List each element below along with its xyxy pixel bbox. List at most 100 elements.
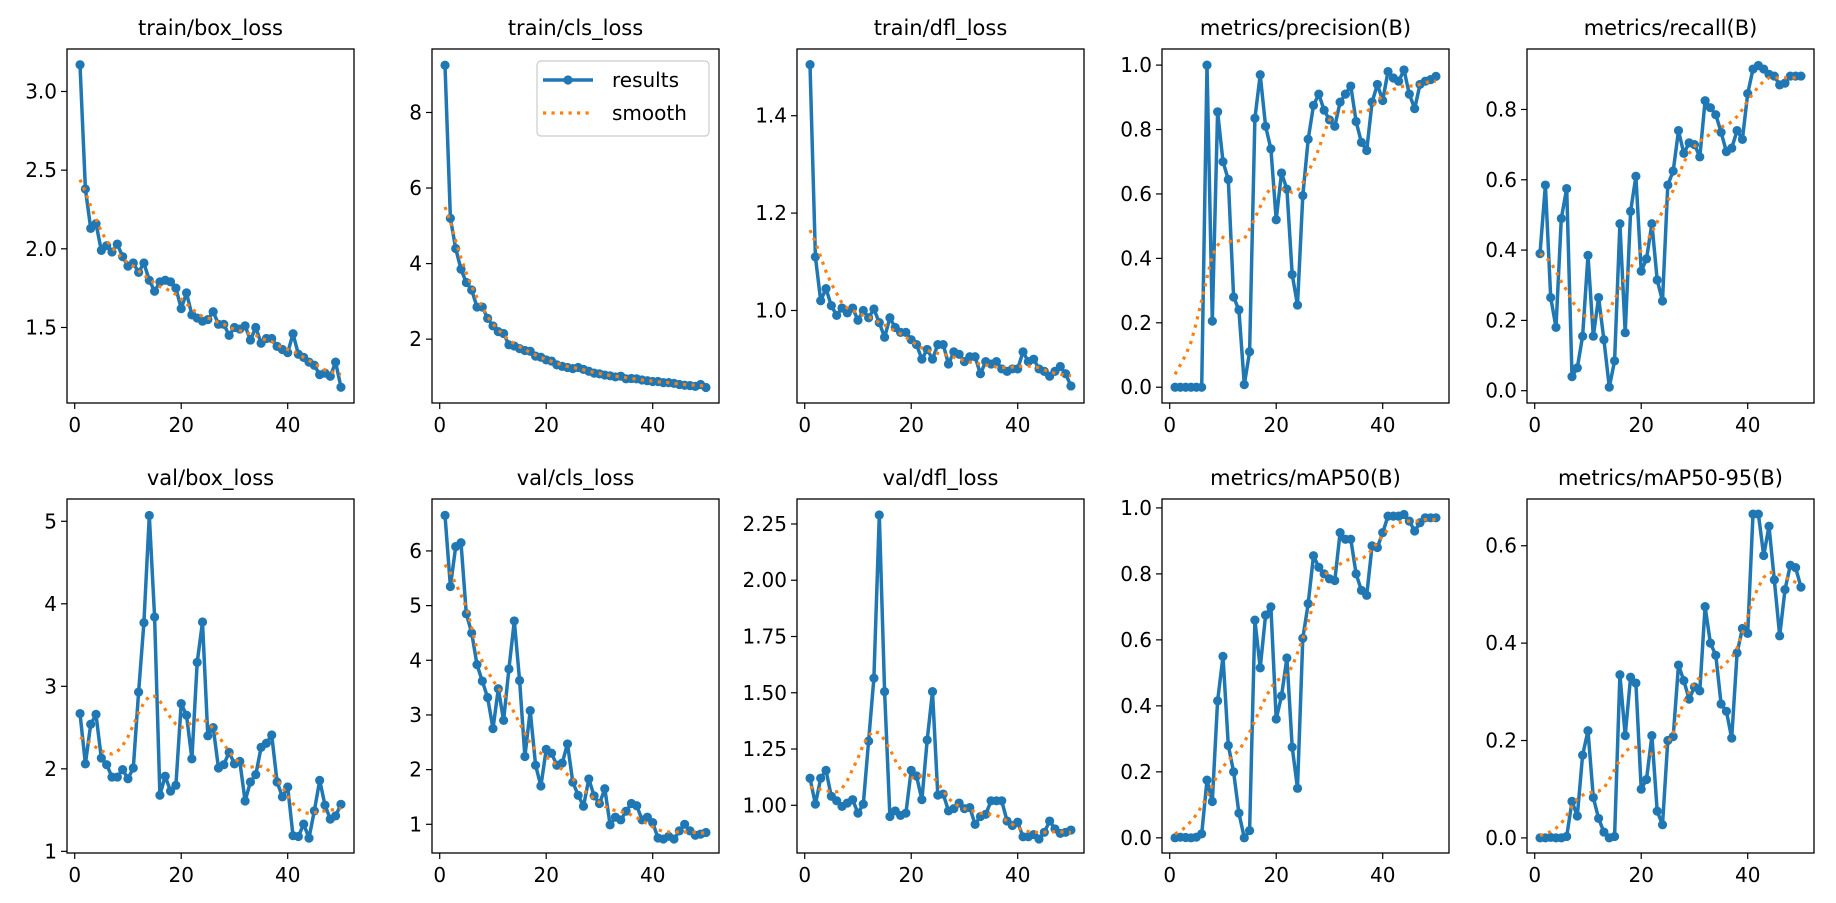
results-point <box>1620 731 1630 741</box>
results-point <box>118 765 128 775</box>
results-point <box>1202 775 1212 785</box>
results-point <box>520 751 530 762</box>
results-point <box>304 833 314 843</box>
results-point <box>1346 534 1356 544</box>
results-point <box>1223 174 1233 185</box>
axes-frame <box>431 48 720 404</box>
results-point <box>621 806 631 816</box>
results-point <box>128 258 138 268</box>
results-point <box>1197 829 1207 839</box>
results-point <box>1721 706 1732 716</box>
y-tick-label: 1.0 <box>1120 496 1152 520</box>
results-point <box>325 371 335 381</box>
results-point <box>331 357 341 367</box>
smooth-line <box>809 729 1071 834</box>
x-tick-label: 40 <box>1735 863 1760 887</box>
y-tick-label: 6 <box>409 176 422 200</box>
results-point <box>112 239 122 249</box>
results-point <box>885 313 895 323</box>
results-point <box>1066 825 1076 835</box>
results-point <box>299 819 309 829</box>
results-point <box>1319 105 1329 115</box>
y-tick-label: 1 <box>44 839 57 863</box>
results-point <box>1260 610 1271 620</box>
results-line <box>1540 512 1803 840</box>
x-tick-label: 20 <box>1263 863 1288 887</box>
results-point <box>1213 107 1223 117</box>
subplot-title: val/cls_loss <box>517 466 635 491</box>
results-point <box>1663 180 1673 190</box>
results-point <box>832 310 842 320</box>
results-point <box>701 382 711 393</box>
y-tick-label: 0.4 <box>1120 694 1152 718</box>
y-tick-label: 6 <box>409 539 422 563</box>
results-point <box>1410 526 1420 536</box>
results-point <box>911 771 922 781</box>
results-point <box>144 510 154 521</box>
subplot-val-cls-loss: val/cls_loss 0 20 40 1 2 3 4 5 6 <box>409 466 720 887</box>
results-point <box>1351 116 1361 127</box>
results-point <box>171 780 181 790</box>
smooth-line <box>443 206 707 388</box>
results-point <box>975 369 986 379</box>
x-tick-label: 40 <box>275 863 300 887</box>
results-point <box>197 617 208 627</box>
x-tick-label: 40 <box>640 863 665 887</box>
results-point <box>261 738 272 748</box>
y-tick-label: 0.6 <box>1485 168 1517 192</box>
y-tick-label: 0.2 <box>1485 308 1517 332</box>
results-point <box>1631 171 1641 181</box>
results-point <box>1625 206 1636 217</box>
axes-frame <box>1161 498 1450 854</box>
plot-area <box>805 59 1076 391</box>
subplot-train-dfl-loss: train/dfl_loss 0 20 40 1.0 1.2 1.4 <box>755 16 1085 437</box>
plot-area <box>1170 509 1441 843</box>
results-point <box>483 692 493 703</box>
results-point <box>336 382 346 392</box>
results-point <box>1578 331 1588 341</box>
results-point <box>1244 347 1255 357</box>
y-tick-label: 3 <box>44 674 57 698</box>
results-point <box>86 719 96 729</box>
results-point <box>901 808 911 818</box>
results-point <box>525 705 535 716</box>
results-point <box>440 510 450 521</box>
results-point <box>869 304 879 314</box>
results-point <box>1234 808 1244 818</box>
results-point <box>1399 65 1409 75</box>
results-point <box>546 748 557 758</box>
results-point <box>1737 134 1747 144</box>
results-point <box>1202 60 1212 70</box>
results-point <box>467 285 477 295</box>
x-tick-label: 20 <box>1628 863 1653 887</box>
results-point <box>1684 694 1694 704</box>
results-point <box>149 286 160 296</box>
results-point <box>1641 774 1652 785</box>
results-point <box>208 307 218 317</box>
results-point <box>1727 733 1737 743</box>
axes-frame <box>66 498 355 854</box>
results-point <box>1668 166 1678 176</box>
results-point <box>472 660 482 670</box>
x-tick-label: 40 <box>1735 413 1760 437</box>
axes-frame <box>796 498 1085 854</box>
y-tick-label: 0.8 <box>1485 97 1517 121</box>
y-tick-label: 1.0 <box>1120 53 1152 77</box>
results-point <box>680 819 690 829</box>
results-point <box>1250 113 1260 123</box>
results-point <box>1266 144 1276 154</box>
results-point <box>864 736 874 746</box>
results-point <box>879 332 890 342</box>
results-point <box>1567 796 1577 806</box>
results-point <box>251 322 261 333</box>
results-point <box>954 349 964 359</box>
x-tick-label: 20 <box>1263 413 1288 437</box>
results-point <box>1282 653 1292 663</box>
results-point <box>927 687 938 697</box>
results-point <box>1604 382 1614 392</box>
results-point <box>1567 372 1577 382</box>
results-point <box>1673 660 1684 670</box>
results-line <box>78 513 343 840</box>
y-tick-label: 2 <box>409 758 422 782</box>
